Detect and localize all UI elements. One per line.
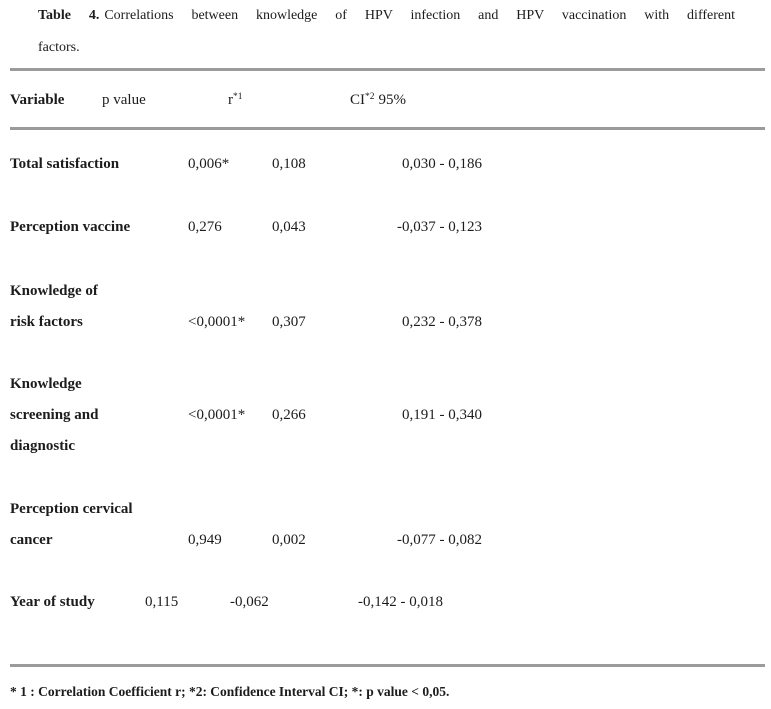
row-label-line: diagnostic (10, 438, 76, 454)
row-label-line: Knowledge (10, 376, 82, 392)
ci-symbol: CI (350, 92, 365, 108)
ci-value-cell: -0,077 - 0,082 (397, 532, 482, 548)
table-bottom-rule (10, 664, 765, 667)
row-label: Year of study (10, 594, 95, 610)
table-top-rule (10, 68, 765, 71)
r-value-cell: 0,108 (272, 156, 306, 172)
p-value-cell: 0,949 (188, 532, 222, 548)
table-caption-line2: factors. (38, 40, 80, 55)
row-label-line: Perception cervical (10, 501, 133, 517)
table-caption-line1: Table 4. Correlations between knowledge o… (38, 6, 735, 26)
ci-value-cell: 0,191 - 0,340 (402, 407, 482, 423)
row-label: Perception vaccine (10, 219, 131, 235)
r-superscript: *1 (233, 92, 243, 102)
p-value-cell: 0,006* (188, 156, 230, 172)
table-caption-text: Correlations between knowledge of HPV in… (104, 8, 735, 23)
r-value-cell: -0,062 (230, 594, 269, 610)
column-header-r: r*1 (228, 91, 243, 112)
row-label: Total satisfaction (10, 156, 120, 172)
p-value-cell: <0,0001* (188, 407, 246, 423)
r-value-cell: 0,043 (272, 219, 306, 235)
column-header-ci: CI*2 95% (350, 91, 406, 112)
ci-superscript: *2 (365, 92, 375, 102)
row-label-line: cancer (10, 532, 53, 548)
ci-value-cell: 0,030 - 0,186 (402, 156, 482, 172)
row-label-line: screening and (10, 407, 99, 423)
p-value-cell: 0,115 (145, 594, 179, 610)
r-value-cell: 0,002 (272, 532, 306, 548)
table-header-rule (10, 127, 765, 130)
column-header-variable: Variable (10, 92, 65, 108)
p-value-cell: <0,0001* (188, 314, 246, 330)
ci-value-cell: 0,232 - 0,378 (402, 314, 482, 330)
r-value-cell: 0,307 (272, 314, 306, 330)
r-value-cell: 0,266 (272, 407, 306, 423)
ci-value-cell: -0,037 - 0,123 (397, 219, 482, 235)
ci-value-cell: -0,142 - 0,018 (358, 594, 443, 610)
row-label-line: Knowledge of (10, 283, 98, 299)
table-footnote: * 1 : Correlation Coefficient r; *2: Con… (10, 684, 450, 699)
table-caption-number: Table 4. (38, 8, 100, 23)
column-header-p-value: p value (102, 92, 146, 108)
p-value-cell: 0,276 (188, 219, 222, 235)
row-label-line: risk factors (10, 314, 83, 330)
r-symbol: r (228, 92, 233, 108)
ci-percent: 95% (378, 92, 407, 108)
